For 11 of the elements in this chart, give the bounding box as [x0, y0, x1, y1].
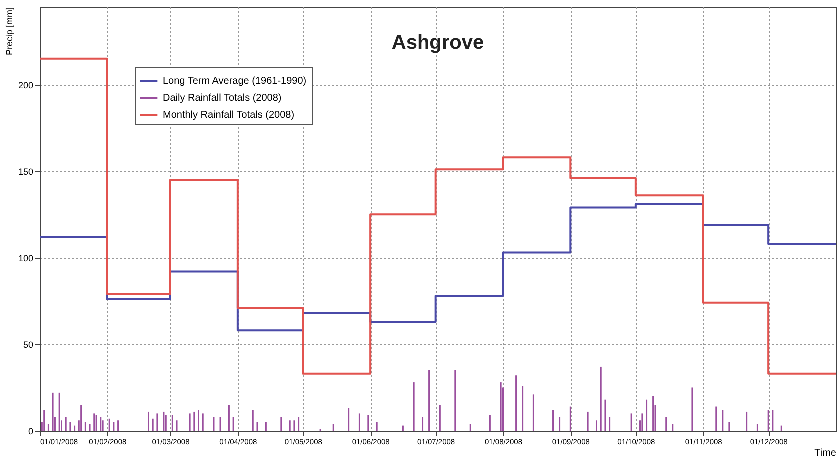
y-tick-label: 100 — [18, 253, 34, 264]
legend-label: Daily Rainfall Totals (2008) — [163, 93, 282, 104]
x-axis-title: Time — [814, 448, 837, 459]
y-tick-label: 50 — [23, 340, 34, 350]
y-axis-title: Precip [mm] — [4, 8, 14, 56]
legend-label: Long Term Average (1961-1990) — [163, 76, 307, 87]
legend-label: Monthly Rainfall Totals (2008) — [163, 110, 295, 121]
y-tick-label: 0 — [28, 426, 34, 436]
y-tick-label: 200 — [18, 80, 34, 90]
text: Ashgrove — [392, 32, 484, 54]
y-tick-label: 150 — [18, 166, 34, 177]
